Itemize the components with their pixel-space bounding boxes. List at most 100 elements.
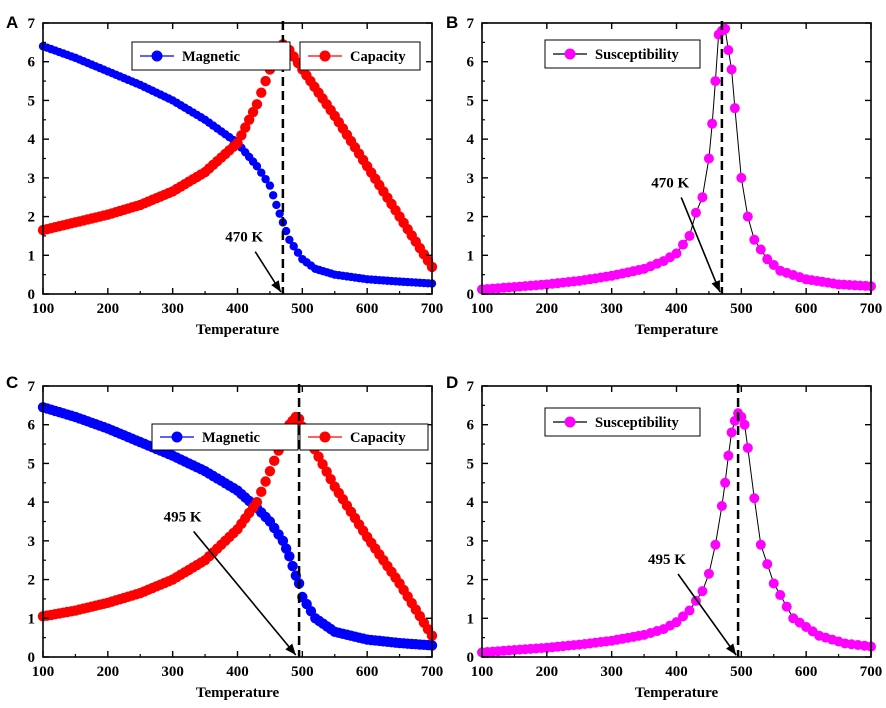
legend-label: Susceptibility bbox=[595, 415, 680, 431]
data-point bbox=[256, 87, 267, 98]
panel-a: A 470 K 100 200 300 400 500 600 700 0 1 2 3 4 5 6 7 Tempe… bbox=[6, 13, 443, 338]
y-tick-label: 0 bbox=[467, 650, 475, 666]
x-tick-label: 200 bbox=[536, 301, 559, 317]
y-tick-label: 3 bbox=[28, 534, 36, 550]
series-magnetic bbox=[37, 402, 438, 651]
data-point bbox=[723, 450, 734, 461]
data-point bbox=[232, 137, 243, 149]
data-point bbox=[742, 211, 753, 222]
x-tick-label: 100 bbox=[471, 664, 494, 680]
y-tick-label: 3 bbox=[467, 171, 475, 187]
x-tick-label: 600 bbox=[356, 664, 379, 680]
data-point bbox=[260, 476, 271, 487]
data-point bbox=[749, 493, 760, 504]
annotation-arrow bbox=[677, 573, 737, 656]
panel-letter: A bbox=[6, 13, 18, 32]
data-point bbox=[264, 465, 276, 477]
y-tick-label: 2 bbox=[467, 573, 475, 589]
data-point bbox=[289, 242, 298, 251]
data-point bbox=[749, 234, 760, 245]
data-point bbox=[260, 75, 271, 87]
data-point bbox=[243, 114, 255, 125]
x-tick-label: 400 bbox=[665, 664, 688, 680]
data-point bbox=[710, 76, 721, 87]
legend-label: Susceptibility bbox=[595, 47, 680, 63]
data-point bbox=[285, 235, 294, 244]
x-tick-label: 400 bbox=[226, 301, 249, 317]
x-tick-label: 500 bbox=[291, 301, 314, 317]
x-tick-label: 400 bbox=[665, 301, 688, 317]
x-tick-label: 100 bbox=[32, 664, 55, 680]
y-tick-label: 1 bbox=[467, 611, 475, 627]
data-point bbox=[287, 560, 298, 572]
y-tick-label: 5 bbox=[28, 93, 36, 109]
x-axis-title: Temperature bbox=[635, 685, 719, 701]
data-point bbox=[716, 501, 727, 512]
y-tick-label: 4 bbox=[467, 495, 475, 511]
x-tick-label: 600 bbox=[356, 301, 379, 317]
data-point bbox=[247, 106, 259, 118]
legend-box bbox=[544, 39, 701, 69]
data-point bbox=[677, 611, 688, 622]
data-point bbox=[775, 590, 786, 601]
y-tick-label: 7 bbox=[28, 16, 36, 32]
data-point bbox=[768, 259, 779, 270]
x-tick-label: 100 bbox=[471, 301, 494, 317]
data-point bbox=[261, 174, 270, 184]
annotation-label: 470 K bbox=[225, 230, 263, 246]
data-point bbox=[736, 172, 747, 183]
annotation-arrowhead bbox=[711, 280, 720, 292]
y-tick-label: 3 bbox=[28, 171, 36, 187]
series-susceptibility bbox=[477, 408, 876, 658]
series-capacity bbox=[37, 39, 438, 273]
data-point bbox=[284, 551, 295, 562]
y-tick-label: 1 bbox=[467, 248, 475, 264]
y-tick-label: 0 bbox=[467, 287, 475, 303]
data-point bbox=[677, 239, 688, 250]
y-tick-label: 6 bbox=[467, 418, 475, 434]
data-point bbox=[236, 130, 247, 141]
panel-b: B 470 K 100 200 300 400 500 600 700 0 1 2 3 4 5 6 7 Tempe… bbox=[446, 13, 882, 338]
data-point bbox=[781, 601, 792, 612]
y-tick-label: 7 bbox=[28, 379, 36, 395]
x-tick-label: 200 bbox=[97, 301, 120, 317]
y-tick-label: 1 bbox=[28, 248, 36, 264]
x-tick-label: 700 bbox=[421, 664, 444, 680]
data-point bbox=[671, 248, 682, 259]
y-tick-label: 5 bbox=[28, 456, 36, 472]
annotation-arrow bbox=[193, 530, 297, 656]
panel-letter: D bbox=[446, 373, 458, 392]
annotation-label: 495 K bbox=[164, 509, 202, 525]
y-tick-label: 2 bbox=[467, 210, 475, 226]
x-tick-label: 300 bbox=[600, 301, 623, 317]
data-point bbox=[697, 192, 708, 203]
x-axis-title: Temperature bbox=[196, 322, 280, 338]
legend-capacity: Capacity bbox=[299, 423, 429, 451]
data-point bbox=[755, 539, 766, 550]
y-tick-label: 7 bbox=[467, 16, 475, 32]
x-tick-label: 400 bbox=[226, 664, 249, 680]
data-point bbox=[707, 118, 718, 129]
y-tick-label: 5 bbox=[467, 93, 475, 109]
legend-marker bbox=[171, 431, 183, 443]
y-tick-label: 2 bbox=[28, 210, 36, 226]
data-point bbox=[690, 207, 701, 218]
data-point bbox=[272, 200, 281, 210]
data-point bbox=[684, 230, 695, 241]
data-point bbox=[240, 122, 251, 133]
x-tick-label: 500 bbox=[730, 664, 753, 680]
data-point bbox=[268, 191, 278, 200]
x-tick-label: 100 bbox=[32, 301, 55, 317]
data-point bbox=[703, 568, 714, 579]
x-tick-label: 200 bbox=[536, 664, 559, 680]
annotation-label: 470 K bbox=[651, 175, 689, 191]
data-point bbox=[293, 248, 303, 257]
y-tick-label: 6 bbox=[467, 55, 475, 71]
data-point bbox=[256, 486, 267, 498]
data-point bbox=[269, 455, 280, 467]
panel-d: D 495 K 100 200 300 400 500 600 700 0 1 2 3 4 5 6 7 Tempe… bbox=[446, 373, 882, 701]
data-point bbox=[768, 578, 779, 589]
legend-label: Magnetic bbox=[202, 430, 261, 446]
x-tick-label: 600 bbox=[795, 301, 818, 317]
